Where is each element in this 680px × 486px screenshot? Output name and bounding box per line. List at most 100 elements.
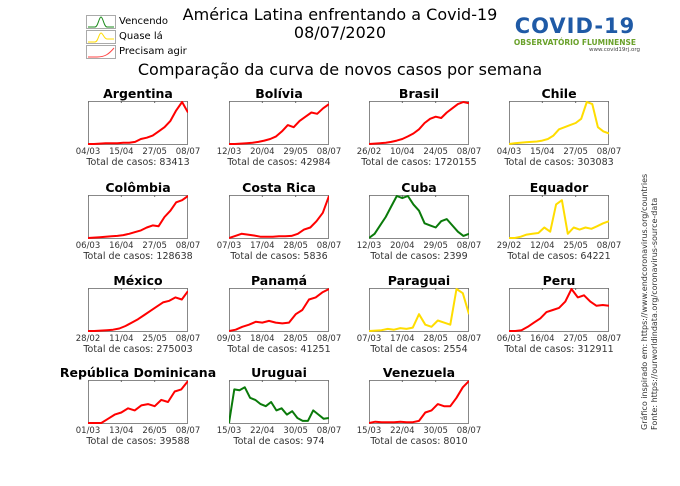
total-cases-label: Total de casos: 303083 xyxy=(504,157,614,168)
panel-title: Colômbia xyxy=(105,180,171,195)
x-tick-label: 30/05 xyxy=(283,426,308,436)
x-tick-label: 08/07 xyxy=(175,147,201,157)
legend-yellow-curve-icon xyxy=(86,29,116,44)
panel-title: Peru xyxy=(542,273,576,288)
x-tick-label: 27/05 xyxy=(563,147,588,157)
x-tick-labels: 26/02 10/04 24/05 08/07 xyxy=(357,147,482,157)
axes-frame xyxy=(509,195,609,239)
panel-axes xyxy=(88,101,188,145)
panel-title: Cuba xyxy=(401,180,437,195)
x-tick-label: 11/04 xyxy=(109,334,134,344)
panel-title: Paraguai xyxy=(387,273,451,288)
series-line xyxy=(229,288,329,332)
axes-frame xyxy=(369,380,469,424)
x-tick-label: 17/04 xyxy=(250,241,275,251)
legend-label: Vencendo xyxy=(119,16,169,27)
x-tick-label: 04/03 xyxy=(496,147,522,157)
panel-title: Uruguai xyxy=(251,365,307,380)
x-tick-label: 07/03 xyxy=(216,241,242,251)
x-tick-label: 08/07 xyxy=(175,426,201,436)
total-cases-label: Total de casos: 39588 xyxy=(86,436,190,447)
x-tick-label: 26/02 xyxy=(356,147,382,157)
source-line-2: Fonte: https://ourworldindata.org/corona… xyxy=(650,197,659,430)
x-tick-labels: 06/03 16/04 27/05 08/07 xyxy=(76,241,201,251)
x-tick-label: 04/03 xyxy=(75,147,101,157)
x-tick-label: 26/05 xyxy=(142,426,167,436)
x-tick-label: 27/05 xyxy=(563,334,588,344)
total-cases-label: Total de casos: 275003 xyxy=(83,344,193,355)
x-tick-labels: 07/03 17/04 28/05 08/07 xyxy=(217,241,342,251)
x-tick-label: 08/07 xyxy=(596,334,622,344)
total-cases-label: Total de casos: 41251 xyxy=(227,344,331,355)
axes-frame xyxy=(88,380,188,424)
x-tick-label: 15/04 xyxy=(530,147,555,157)
panel-axes xyxy=(509,195,609,239)
series-line xyxy=(88,101,188,145)
panel-axes xyxy=(369,380,469,424)
x-tick-label: 08/07 xyxy=(316,241,342,251)
panel-title: Venezuela xyxy=(382,365,456,380)
x-tick-label: 16/04 xyxy=(109,241,134,251)
axes-frame xyxy=(509,288,609,332)
panel-axes xyxy=(229,288,329,332)
total-cases-label: Total de casos: 1720155 xyxy=(361,157,477,168)
series-line xyxy=(509,199,609,239)
panel-axes xyxy=(369,195,469,239)
x-tick-label: 24/05 xyxy=(423,147,448,157)
figure-title: América Latina enfrentando a Covid-19 xyxy=(182,5,498,24)
x-tick-label: 27/05 xyxy=(142,241,167,251)
axes-frame xyxy=(369,195,469,239)
x-tick-label: 28/02 xyxy=(75,334,101,344)
source-line-1: Gráfico inspirado em: https://www.endcor… xyxy=(640,173,649,430)
x-tick-label: 08/07 xyxy=(596,241,622,251)
series-line xyxy=(369,288,469,332)
x-tick-labels: 15/03 22/04 30/05 08/07 xyxy=(357,426,482,436)
axes-frame xyxy=(229,195,329,239)
x-tick-label: 22/04 xyxy=(390,426,415,436)
panel-title: México xyxy=(113,273,163,288)
logo: COVID-19 OBSERVATÓRIO FLUMINENSE www.cov… xyxy=(500,14,650,53)
x-tick-label: 06/03 xyxy=(75,241,101,251)
legend: Vencendo Quase lá Precisam agir xyxy=(86,14,187,59)
legend-item-precisam-agir: Precisam agir xyxy=(86,44,187,59)
series-line xyxy=(369,380,469,424)
legend-item-vencendo: Vencendo xyxy=(86,14,187,29)
x-tick-label: 17/04 xyxy=(390,334,415,344)
x-tick-labels: 04/03 15/04 27/05 08/07 xyxy=(76,147,201,157)
legend-item-quase-la: Quase lá xyxy=(86,29,187,44)
x-tick-label: 08/07 xyxy=(456,426,482,436)
x-tick-label: 08/07 xyxy=(175,334,201,344)
total-cases-label: Total de casos: 2554 xyxy=(370,344,468,355)
logo-sub: OBSERVATÓRIO FLUMINENSE xyxy=(513,38,637,47)
x-tick-label: 08/07 xyxy=(175,241,201,251)
panel-title: Equador xyxy=(529,180,589,195)
x-tick-label: 29/02 xyxy=(496,241,522,251)
axes-frame xyxy=(229,101,329,145)
x-tick-label: 28/05 xyxy=(283,334,308,344)
axes-frame xyxy=(369,101,469,145)
x-tick-label: 28/05 xyxy=(423,334,448,344)
x-tick-labels: 15/03 22/04 30/05 08/07 xyxy=(217,426,342,436)
panel-axes xyxy=(509,288,609,332)
x-tick-label: 08/07 xyxy=(596,147,622,157)
logo-main: COVID-19 xyxy=(514,14,636,38)
panel-axes xyxy=(88,288,188,332)
x-tick-label: 27/05 xyxy=(142,147,167,157)
total-cases-label: Total de casos: 64221 xyxy=(507,251,611,262)
series-line xyxy=(509,101,609,145)
series-line xyxy=(369,101,469,145)
x-tick-label: 22/04 xyxy=(250,426,275,436)
logo-url: www.covid19rj.org xyxy=(589,47,640,53)
panel-axes xyxy=(229,101,329,145)
x-tick-label: 15/03 xyxy=(216,426,242,436)
x-tick-label: 12/03 xyxy=(356,241,382,251)
axes-frame xyxy=(229,380,329,424)
axes-frame xyxy=(509,101,609,145)
source-note: Gráfico inspirado em: https://www.endcor… xyxy=(640,174,660,430)
total-cases-label: Total de casos: 42984 xyxy=(227,157,331,168)
x-tick-label: 08/07 xyxy=(316,334,342,344)
panel-title: Brasil xyxy=(398,86,440,101)
x-tick-label: 07/03 xyxy=(356,334,382,344)
x-tick-label: 15/04 xyxy=(109,147,134,157)
panel-title: Panamá xyxy=(250,273,308,288)
